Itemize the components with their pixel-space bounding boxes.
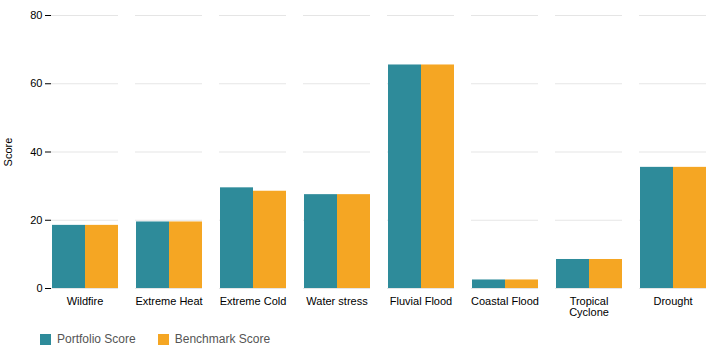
html-text:Benchmark Score: Benchmark Score [174, 332, 271, 346]
svg-text:20: 20 [30, 214, 42, 226]
svg-text:60: 60 [30, 77, 42, 89]
svg-text:Coastal Flood: Coastal Flood [471, 295, 539, 307]
svg-text:Water stress: Water stress [306, 295, 368, 307]
html-text:Portfolio Score: Portfolio Score [57, 332, 136, 346]
svg-text:Extreme Cold: Extreme Cold [220, 295, 287, 307]
svg-text:TropicalCyclone: TropicalCyclone [569, 295, 609, 318]
svg-text:Score: Score [2, 138, 14, 167]
svg-text:40: 40 [30, 146, 42, 158]
svg-text:80: 80 [30, 9, 42, 21]
svg-text:Wildfire: Wildfire [67, 295, 104, 307]
svg-text:Fluvial Flood: Fluvial Flood [390, 295, 452, 307]
svg-text:0: 0 [36, 282, 42, 294]
svg-text:Extreme Heat: Extreme Heat [135, 295, 202, 307]
svg-text:Drought: Drought [653, 295, 692, 307]
